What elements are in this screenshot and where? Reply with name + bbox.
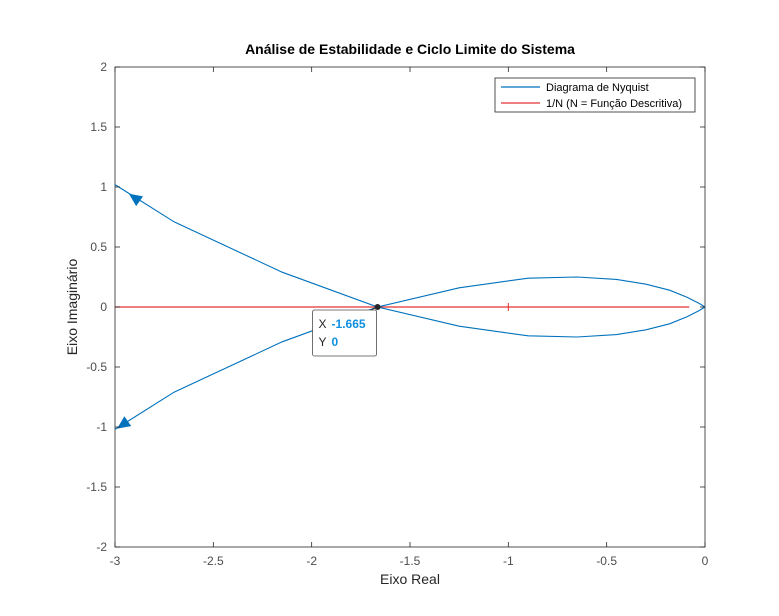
x-axis-ticks: -3 -2.5 -2 -1.5 -1 -0.5 0 (110, 67, 709, 568)
chart-title: Análise de Estabilidade e Ciclo Limite d… (245, 41, 575, 57)
x-tick-label: -2 (306, 554, 317, 568)
y-tick-label: -1.5 (86, 480, 107, 494)
nyquist-arrow-upper (128, 193, 144, 207)
x-tick-label: -3 (110, 554, 121, 568)
y-tick-label: -0.5 (86, 360, 107, 374)
x-tick-label: -0.5 (596, 554, 617, 568)
x-tick-label: 0 (702, 554, 709, 568)
y-tick-label: -2 (96, 540, 107, 554)
nyquist-branch-upper (114, 184, 706, 308)
y-tick-label: 0.5 (90, 240, 107, 254)
legend[interactable]: Diagrama de Nyquist 1/N (N = Função Desc… (494, 77, 696, 113)
datatip-y-value: 0 (332, 335, 339, 349)
legend-box (494, 77, 696, 113)
legend-entry-inverse-df: 1/N (N = Função Descritiva) (546, 98, 682, 110)
plot-area (114, 184, 706, 430)
nyquist-branch-lower (114, 306, 706, 430)
datatip-x-value: -1.665 (332, 317, 366, 331)
nyquist-arrow-lower (117, 416, 132, 429)
x-axis-label: Eixo Real (380, 571, 440, 587)
y-tick-label: -1 (96, 420, 107, 434)
y-axis-label: Eixo Imaginário (64, 259, 80, 356)
datatip[interactable]: X -1.665 Y 0 (312, 306, 378, 357)
y-tick-label: 0 (100, 300, 107, 314)
datatip-box (312, 309, 377, 357)
y-tick-label: 2 (100, 60, 107, 74)
x-tick-label: -1.5 (400, 554, 421, 568)
x-tick-label: -2.5 (203, 554, 224, 568)
legend-entry-nyquist: Diagrama de Nyquist (546, 82, 649, 94)
y-tick-label: 1 (100, 180, 107, 194)
datatip-x-key: X (319, 317, 327, 331)
x-tick-label: -1 (503, 554, 514, 568)
y-axis-ticks: 2 1.5 1 0.5 0 -0.5 -1 -1.5 -2 (86, 60, 705, 554)
critical-point-marker (504, 303, 513, 311)
datatip-leader (370, 306, 378, 311)
y-tick-label: 1.5 (90, 120, 107, 134)
datatip-y-key: Y (319, 335, 327, 349)
